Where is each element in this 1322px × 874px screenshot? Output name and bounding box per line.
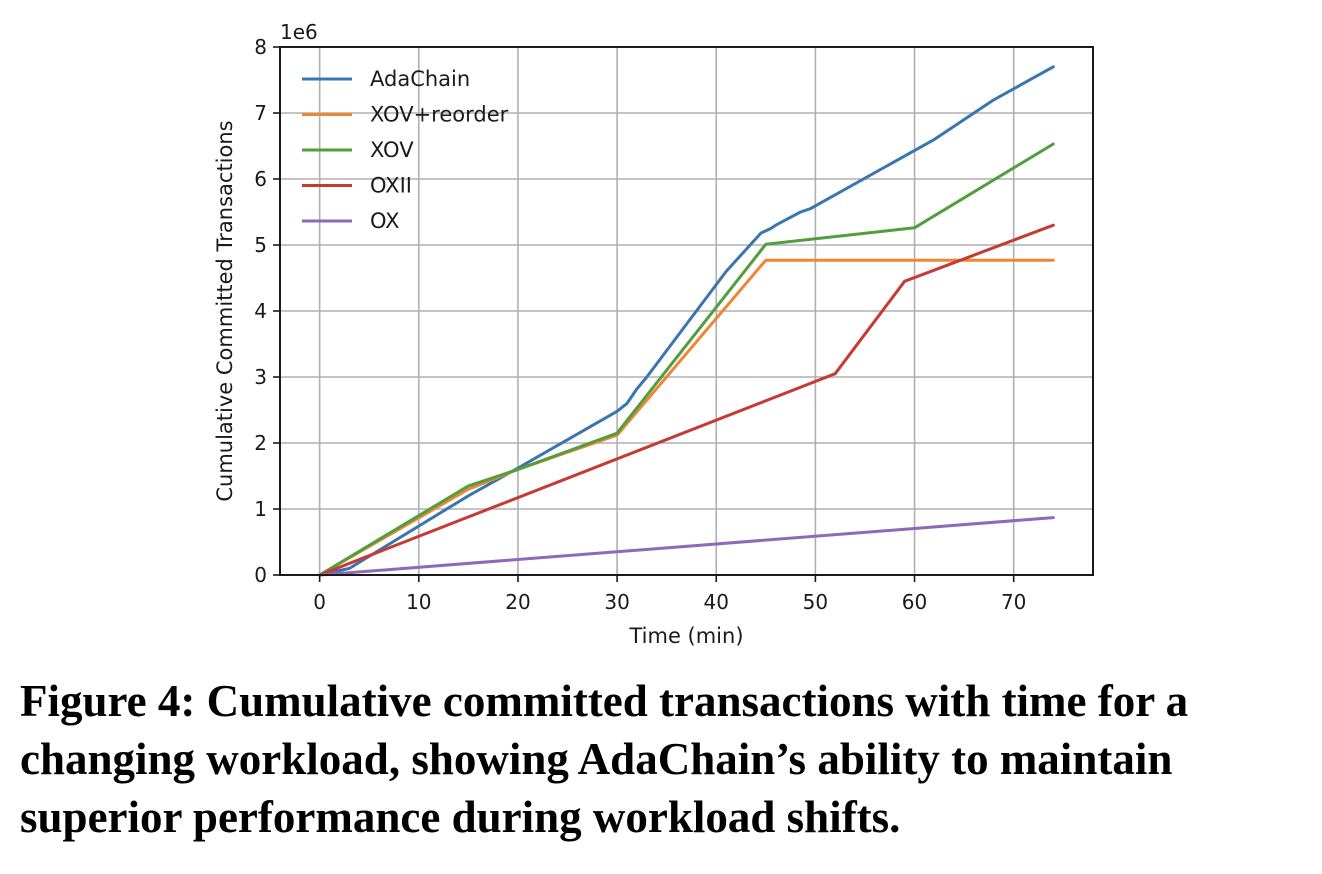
x-tick-label: 60 (902, 590, 927, 614)
y-tick-label: 5 (254, 233, 267, 257)
legend-label: XOV+reorder (370, 103, 509, 127)
y-tick-label: 1 (254, 497, 267, 521)
y-offset-label: 1e6 (280, 20, 318, 44)
legend-label: XOV (370, 138, 414, 162)
legend-label: OX (370, 209, 400, 233)
x-tick-label: 0 (313, 590, 326, 614)
series-line-xov-reorder (318, 258, 1055, 577)
legend-label: OXII (370, 174, 412, 198)
series-line-ox (318, 516, 1055, 577)
figure-caption: Figure 4: Cumulative committed transacti… (20, 676, 1189, 842)
x-tick-label: 10 (406, 590, 431, 614)
axis-ticks: 0 10 20 30 40 50 60 70 0 1 2 3 4 5 6 7 8 (254, 35, 1026, 614)
series-line-adachain (318, 65, 1055, 577)
legend: AdaChain XOV+reorder XOV OXII OX (302, 67, 509, 233)
y-tick-label: 7 (254, 101, 267, 125)
series-lines (318, 65, 1055, 577)
x-tick-label: 20 (505, 590, 530, 614)
x-tick-label: 70 (1001, 590, 1026, 614)
legend-label: AdaChain (370, 67, 470, 91)
x-tick-label: 40 (704, 590, 729, 614)
x-axis-label: Time (min) (628, 624, 743, 648)
y-tick-label: 4 (254, 299, 267, 323)
x-tick-label: 50 (803, 590, 828, 614)
y-tick-label: 6 (254, 167, 267, 191)
x-tick-label: 30 (604, 590, 629, 614)
y-axis-label: Cumulative Committed Transactions (213, 120, 237, 501)
series-line-xov (318, 142, 1055, 577)
y-tick-label: 0 (254, 563, 267, 587)
series-line-oxii (318, 223, 1055, 577)
y-tick-label: 3 (254, 365, 267, 389)
y-tick-label: 8 (254, 35, 267, 59)
y-tick-label: 2 (254, 431, 267, 455)
